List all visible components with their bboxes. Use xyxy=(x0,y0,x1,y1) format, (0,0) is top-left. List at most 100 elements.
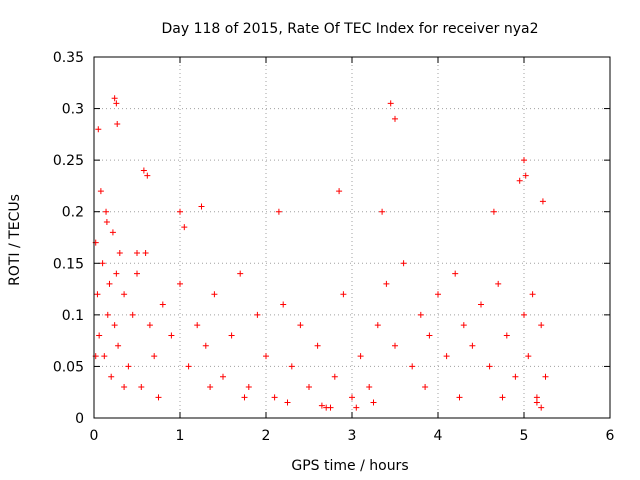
data-point xyxy=(499,394,506,401)
data-point xyxy=(95,126,102,133)
data-point xyxy=(263,353,269,360)
x-tick-label: 2 xyxy=(262,428,271,444)
data-point xyxy=(121,291,128,298)
data-point xyxy=(357,353,364,360)
data-point xyxy=(306,384,312,391)
data-point xyxy=(374,322,381,329)
data-point xyxy=(366,384,373,391)
data-point xyxy=(435,291,441,298)
data-point xyxy=(220,373,226,380)
data-point xyxy=(121,384,128,391)
data-point xyxy=(443,353,450,360)
data-point xyxy=(409,363,416,370)
data-point xyxy=(104,311,111,318)
x-tick-label: 0 xyxy=(90,428,99,444)
data-point xyxy=(280,301,287,308)
data-point xyxy=(94,291,101,298)
data-point xyxy=(245,384,252,391)
data-point xyxy=(340,291,347,298)
x-tick-label: 3 xyxy=(348,428,357,444)
data-point xyxy=(336,188,343,195)
data-point xyxy=(109,229,116,236)
data-point xyxy=(111,322,118,329)
x-tick-label: 5 xyxy=(520,428,529,444)
data-point xyxy=(254,311,261,318)
x-axis-label: GPS time / hours xyxy=(291,458,408,474)
data-point xyxy=(116,249,123,256)
y-tick-label: 0 xyxy=(75,411,84,427)
data-point xyxy=(533,394,540,401)
grid xyxy=(94,57,610,418)
x-tick-label: 4 xyxy=(434,428,443,444)
data-point xyxy=(97,188,104,195)
data-point xyxy=(181,224,188,231)
data-point xyxy=(101,353,108,360)
data-point xyxy=(370,399,377,406)
data-point xyxy=(177,208,183,215)
data-point xyxy=(486,363,493,370)
data-point xyxy=(237,270,244,277)
data-point xyxy=(525,353,532,360)
data-point xyxy=(318,402,325,409)
data-point xyxy=(516,177,523,184)
data-point xyxy=(207,384,214,391)
data-point xyxy=(529,291,536,298)
data-point xyxy=(177,280,183,287)
data-point xyxy=(275,208,282,215)
data-point xyxy=(522,172,529,179)
data-point xyxy=(146,322,153,329)
data-point xyxy=(297,322,304,329)
data-point xyxy=(417,311,424,318)
y-tick-label: 0.35 xyxy=(53,50,84,66)
data-point xyxy=(113,270,120,277)
data-point xyxy=(198,203,205,210)
data-point xyxy=(392,115,398,122)
data-point xyxy=(452,270,459,277)
data-point xyxy=(140,167,147,174)
data-point xyxy=(460,322,467,329)
data-point xyxy=(538,404,545,411)
data-point xyxy=(521,311,527,318)
data-point xyxy=(538,322,545,329)
data-point xyxy=(194,322,201,329)
data-point xyxy=(241,394,248,401)
data-point xyxy=(159,301,166,308)
data-point xyxy=(490,208,497,215)
data-point xyxy=(349,394,355,401)
data-point xyxy=(115,342,122,349)
y-tick-label: 0.1 xyxy=(62,308,84,324)
data-point xyxy=(211,291,218,298)
data-point xyxy=(288,363,295,370)
data-point xyxy=(331,373,338,380)
data-point xyxy=(503,332,510,339)
data-point xyxy=(114,121,121,128)
data-point xyxy=(387,100,394,107)
data-point xyxy=(284,399,291,406)
data-point xyxy=(134,270,140,277)
data-point xyxy=(96,332,103,339)
data-point xyxy=(392,342,398,349)
y-tick-label: 0.3 xyxy=(62,102,84,118)
data-point xyxy=(314,342,321,349)
data-point xyxy=(134,249,140,256)
y-tick-label: 0.25 xyxy=(53,153,84,169)
data-point xyxy=(129,311,136,318)
data-point xyxy=(228,332,235,339)
data-point xyxy=(495,280,502,287)
data-point xyxy=(539,198,546,205)
ticks: 0 1 2 3 4 5 6 0 0.05 0.1 0.15 0.2 0.25 0.3 0.35 xyxy=(53,50,615,444)
data-point xyxy=(271,394,278,401)
data-point xyxy=(138,384,145,391)
data-point xyxy=(422,384,429,391)
data-point xyxy=(202,342,209,349)
data-point xyxy=(106,280,113,287)
data-point xyxy=(353,404,360,411)
data-point xyxy=(379,208,386,215)
data-point xyxy=(512,373,519,380)
data-point xyxy=(103,219,110,226)
data-point xyxy=(144,172,151,179)
data-point xyxy=(111,95,118,102)
data-point xyxy=(533,399,540,406)
data-point xyxy=(542,373,549,380)
